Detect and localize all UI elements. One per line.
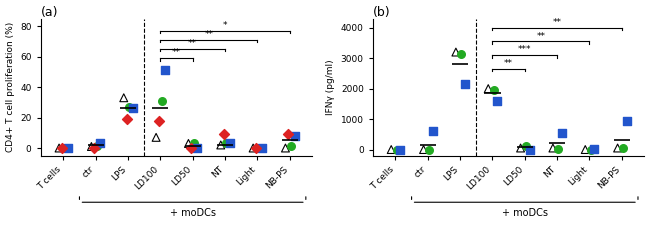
Point [251, 146, 261, 150]
Point [450, 50, 461, 54]
Point [89, 146, 99, 150]
Point [289, 134, 300, 138]
Point [216, 143, 226, 147]
Point [248, 146, 258, 150]
Text: (b): (b) [373, 6, 391, 19]
Point [621, 119, 632, 122]
Point [515, 146, 526, 150]
Point [118, 96, 129, 100]
Point [395, 148, 406, 151]
Text: **: ** [504, 59, 513, 68]
Point [525, 148, 535, 151]
Point [225, 142, 235, 145]
Point [456, 52, 467, 55]
Text: + moDCs: + moDCs [502, 208, 548, 218]
Text: **: ** [552, 18, 562, 27]
Point [57, 146, 67, 150]
Point [59, 146, 70, 150]
Y-axis label: CD4+ T cell proliferation (%): CD4+ T cell proliferation (%) [6, 22, 14, 152]
Point [54, 146, 64, 150]
Point [183, 142, 194, 145]
Point [424, 148, 434, 151]
Point [186, 146, 196, 150]
Point [286, 144, 296, 148]
Point [92, 144, 102, 148]
Point [553, 147, 564, 151]
Point [283, 132, 294, 136]
Point [618, 146, 629, 150]
Point [280, 146, 291, 150]
Text: **: ** [204, 30, 213, 39]
Text: ***: *** [518, 45, 532, 54]
Text: **: ** [188, 39, 197, 48]
Point [63, 146, 73, 150]
Point [428, 129, 438, 133]
Point [192, 146, 203, 150]
Text: **: ** [536, 32, 545, 41]
Point [548, 146, 558, 150]
Point [188, 142, 199, 145]
Text: **: ** [172, 48, 181, 57]
Y-axis label: IFNγ (pg/ml): IFNγ (pg/ml) [326, 59, 335, 115]
Point [122, 117, 132, 121]
Point [483, 87, 493, 91]
Point [154, 119, 164, 122]
Point [124, 105, 135, 109]
Point [160, 68, 170, 72]
Point [127, 106, 138, 110]
Point [386, 148, 396, 151]
Text: *: * [223, 21, 227, 30]
Point [151, 136, 161, 139]
Point [86, 144, 97, 148]
Point [489, 88, 499, 92]
Point [257, 146, 267, 150]
Point [254, 146, 264, 150]
Point [557, 131, 567, 135]
Text: + moDCs: + moDCs [170, 208, 216, 218]
Point [221, 142, 231, 145]
Point [419, 148, 429, 151]
Point [612, 146, 623, 150]
Point [391, 148, 402, 151]
Text: (a): (a) [41, 6, 58, 19]
Point [492, 99, 502, 103]
Point [157, 99, 167, 103]
Point [521, 144, 531, 148]
Point [96, 142, 106, 145]
Point [586, 148, 596, 151]
Point [218, 132, 229, 136]
Point [460, 82, 470, 86]
Point [589, 147, 599, 151]
Point [580, 148, 590, 151]
